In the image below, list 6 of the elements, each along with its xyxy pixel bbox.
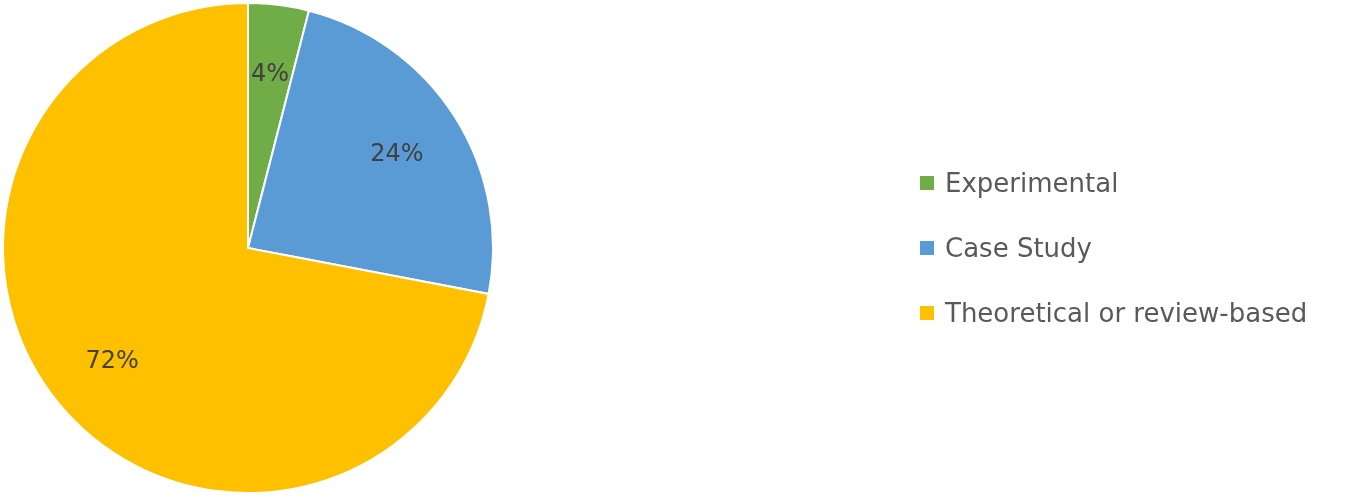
data-label: 24% bbox=[370, 139, 424, 168]
legend-label: Experimental bbox=[945, 168, 1119, 198]
data-label: 4% bbox=[251, 58, 290, 87]
legend-label: Theoretical or review-based bbox=[944, 298, 1308, 328]
data-label: 72% bbox=[85, 346, 139, 375]
legend-label: Case Study bbox=[945, 233, 1092, 263]
